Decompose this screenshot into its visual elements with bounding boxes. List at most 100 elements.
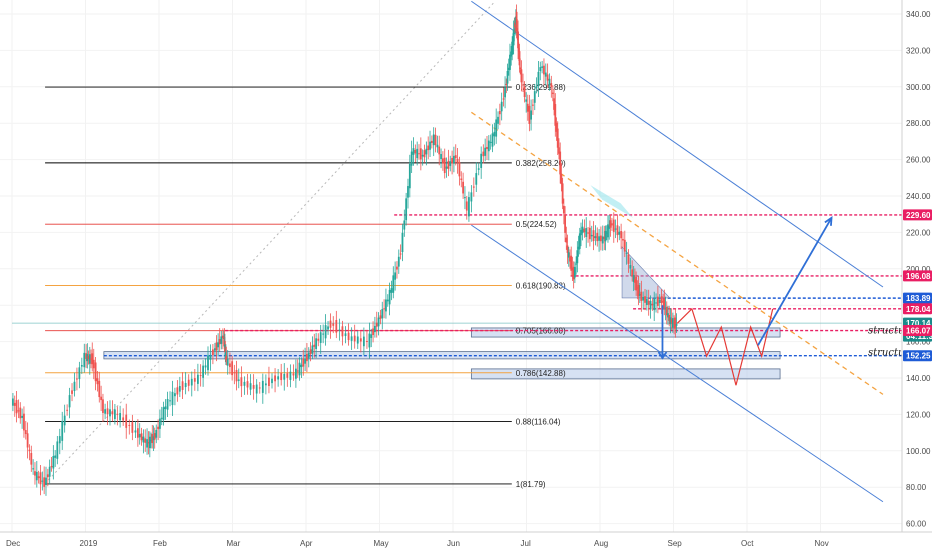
fib-label: 0.5(224.52) xyxy=(516,220,557,229)
candle-body xyxy=(24,430,27,435)
candle-body xyxy=(306,353,308,362)
candle-body xyxy=(322,333,325,335)
candle-body xyxy=(63,415,66,426)
candle-body xyxy=(576,250,579,264)
candle-body xyxy=(631,269,634,277)
candle-body xyxy=(46,474,49,478)
candle-body xyxy=(658,299,661,304)
candle-body xyxy=(94,362,97,382)
candle-body xyxy=(414,149,417,154)
candle-body xyxy=(111,411,114,415)
candle-body xyxy=(565,237,568,243)
candle-body xyxy=(73,381,76,391)
candle-body xyxy=(43,477,46,487)
candle-body xyxy=(649,300,652,310)
up-arrow-head xyxy=(824,216,833,226)
candle-body xyxy=(347,332,350,341)
candle-body xyxy=(147,442,150,444)
candle-body xyxy=(636,287,639,289)
fib-label: 0.236(299.88) xyxy=(516,83,566,92)
candle-body xyxy=(313,344,316,347)
candle-body xyxy=(91,353,94,365)
candle-body xyxy=(443,157,446,174)
candle-body xyxy=(23,413,25,431)
candle-body xyxy=(309,349,312,354)
candle-body xyxy=(510,51,513,57)
candle-body xyxy=(512,29,515,46)
candle-body xyxy=(419,148,422,160)
candle-body xyxy=(569,256,571,262)
candle-body xyxy=(541,66,544,68)
candle-body xyxy=(226,359,229,366)
candle-body xyxy=(427,145,430,151)
candle-body xyxy=(445,166,448,169)
candle-body xyxy=(558,147,560,154)
candle-body xyxy=(572,266,575,280)
candle-body xyxy=(635,276,638,291)
structure-annotation: structure xyxy=(868,348,915,359)
candle-body xyxy=(487,140,490,152)
candle-body xyxy=(505,83,508,85)
candle-body xyxy=(470,192,473,202)
candle-body xyxy=(509,54,511,70)
candle-body xyxy=(603,236,606,240)
y-axis: 60.0080.00100.00120.00140.00160.00180.00… xyxy=(906,10,931,529)
candle-body xyxy=(385,299,387,312)
candle-body xyxy=(559,151,562,175)
price-badge xyxy=(903,292,932,304)
candle-body xyxy=(300,364,303,368)
candle-body xyxy=(629,265,632,269)
fib-label: 1(81.79) xyxy=(516,480,546,489)
candle-body xyxy=(647,300,650,305)
candle-body xyxy=(645,298,648,306)
candle-body xyxy=(480,153,483,168)
candle-body xyxy=(407,186,409,198)
candle-body xyxy=(555,122,558,132)
candle-body xyxy=(160,417,163,419)
y-tick-label: 120.00 xyxy=(906,410,931,419)
candle-body xyxy=(140,433,143,441)
candle-body xyxy=(447,160,450,169)
candle-body xyxy=(472,186,475,188)
candle-body xyxy=(396,266,398,270)
x-tick-label: Dec xyxy=(6,539,20,548)
candle-body xyxy=(220,336,223,344)
candle-body xyxy=(37,476,40,479)
price-axis-panel xyxy=(902,0,932,532)
x-tick-label: Aug xyxy=(594,539,608,548)
candle-body xyxy=(421,154,424,157)
candle-body xyxy=(432,134,435,146)
channel-upper-line xyxy=(471,0,884,288)
candle-body xyxy=(497,116,499,124)
candle-body xyxy=(397,256,400,267)
candle-body xyxy=(436,144,439,148)
candle-body xyxy=(495,119,498,137)
candle-body xyxy=(235,369,238,382)
candle-body xyxy=(280,373,283,381)
candle-body xyxy=(335,320,338,333)
candle-body xyxy=(144,438,147,443)
candle-body xyxy=(372,328,374,336)
candle-body xyxy=(374,325,376,333)
candle-body xyxy=(302,358,305,367)
candle-body xyxy=(240,377,243,387)
candle-body xyxy=(370,334,373,338)
candle-body xyxy=(100,396,103,401)
candle-body xyxy=(96,378,99,385)
candle-body xyxy=(511,41,514,55)
candle-body xyxy=(410,151,413,166)
candle-body xyxy=(184,382,187,388)
candle-body xyxy=(153,433,156,440)
candle-body xyxy=(294,368,297,379)
candle-body xyxy=(594,236,597,239)
candle-body xyxy=(116,413,119,415)
candle-body xyxy=(573,267,576,278)
candle-body xyxy=(438,146,441,155)
candle-body xyxy=(204,365,207,368)
candle-body xyxy=(616,225,619,236)
candle-body xyxy=(224,346,227,354)
candle-body xyxy=(392,275,395,293)
candle-body xyxy=(28,449,31,452)
y-tick-label: 340.00 xyxy=(906,10,931,19)
candle-body xyxy=(332,323,335,326)
